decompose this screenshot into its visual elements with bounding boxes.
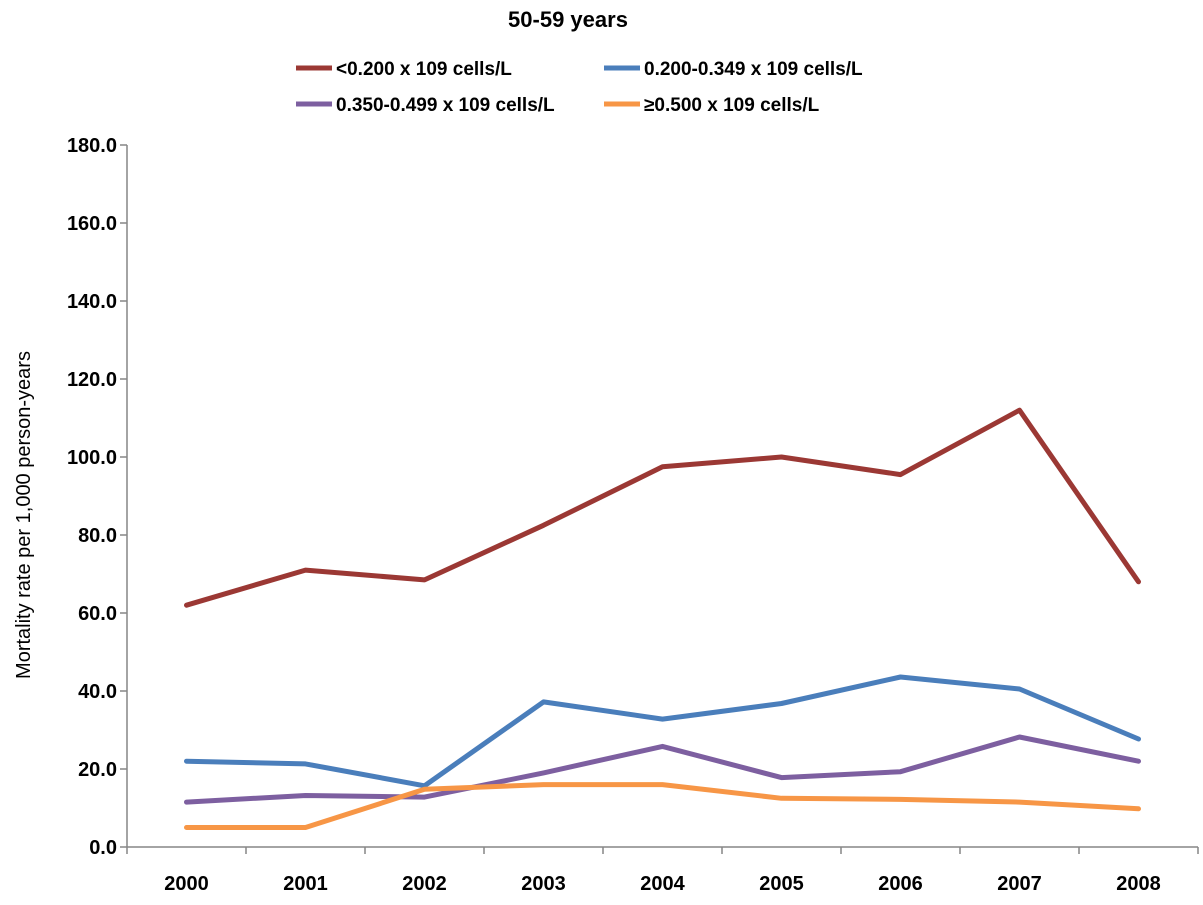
chart-title: 50-59 years (508, 7, 628, 32)
y-tick-label: 120.0 (67, 369, 117, 391)
y-axis-label: Mortality rate per 1,000 person-years (13, 351, 35, 679)
legend-label: <0.200 x 109 cells/L (336, 59, 512, 80)
series-line-1 (184, 407, 1141, 608)
legend-label: ≥0.500 x 109 cells/L (644, 95, 820, 116)
series-line-4 (184, 782, 1141, 830)
series-line-2 (184, 674, 1141, 789)
y-tick-label: 0.0 (89, 837, 117, 859)
y-tick-label: 180.0 (67, 135, 117, 157)
legend: <0.200 x 109 cells/L 0.200-0.349 x 109 ce… (296, 59, 863, 116)
legend-label: 0.200-0.349 x 109 cells/L (644, 59, 863, 80)
legend-item: ≥0.500 x 109 cells/L (604, 95, 820, 116)
axes: 0.0 20.0 40.0 60.0 80.0 100.0 120.0 140.0 160.0 1… (67, 135, 1199, 895)
x-tick-label: 2002 (402, 873, 447, 895)
x-tick-label: 2008 (1116, 873, 1161, 895)
x-tick-label: 2005 (759, 873, 804, 895)
y-tick-label: 60.0 (78, 603, 117, 625)
y-tick-label: 20.0 (78, 759, 117, 781)
series-lines (184, 407, 1141, 830)
y-tick-label: 100.0 (67, 447, 117, 469)
x-tick-label: 2001 (283, 873, 328, 895)
legend-item: <0.200 x 109 cells/L (296, 59, 512, 80)
y-tick-label: 80.0 (78, 525, 117, 547)
y-tick-label: 40.0 (78, 681, 117, 703)
y-tick-label: 160.0 (67, 213, 117, 235)
x-tick-label: 2003 (521, 873, 566, 895)
x-tick-label: 2000 (164, 873, 209, 895)
x-tick-label: 2004 (640, 873, 685, 895)
legend-label: 0.350-0.499 x 109 cells/L (336, 95, 555, 116)
x-tick-label: 2007 (997, 873, 1042, 895)
legend-item: 0.350-0.499 x 109 cells/L (296, 95, 555, 116)
x-tick-label: 2006 (878, 873, 923, 895)
series-line-3 (184, 734, 1141, 805)
legend-item: 0.200-0.349 x 109 cells/L (604, 59, 863, 80)
y-tick-label: 140.0 (67, 291, 117, 313)
